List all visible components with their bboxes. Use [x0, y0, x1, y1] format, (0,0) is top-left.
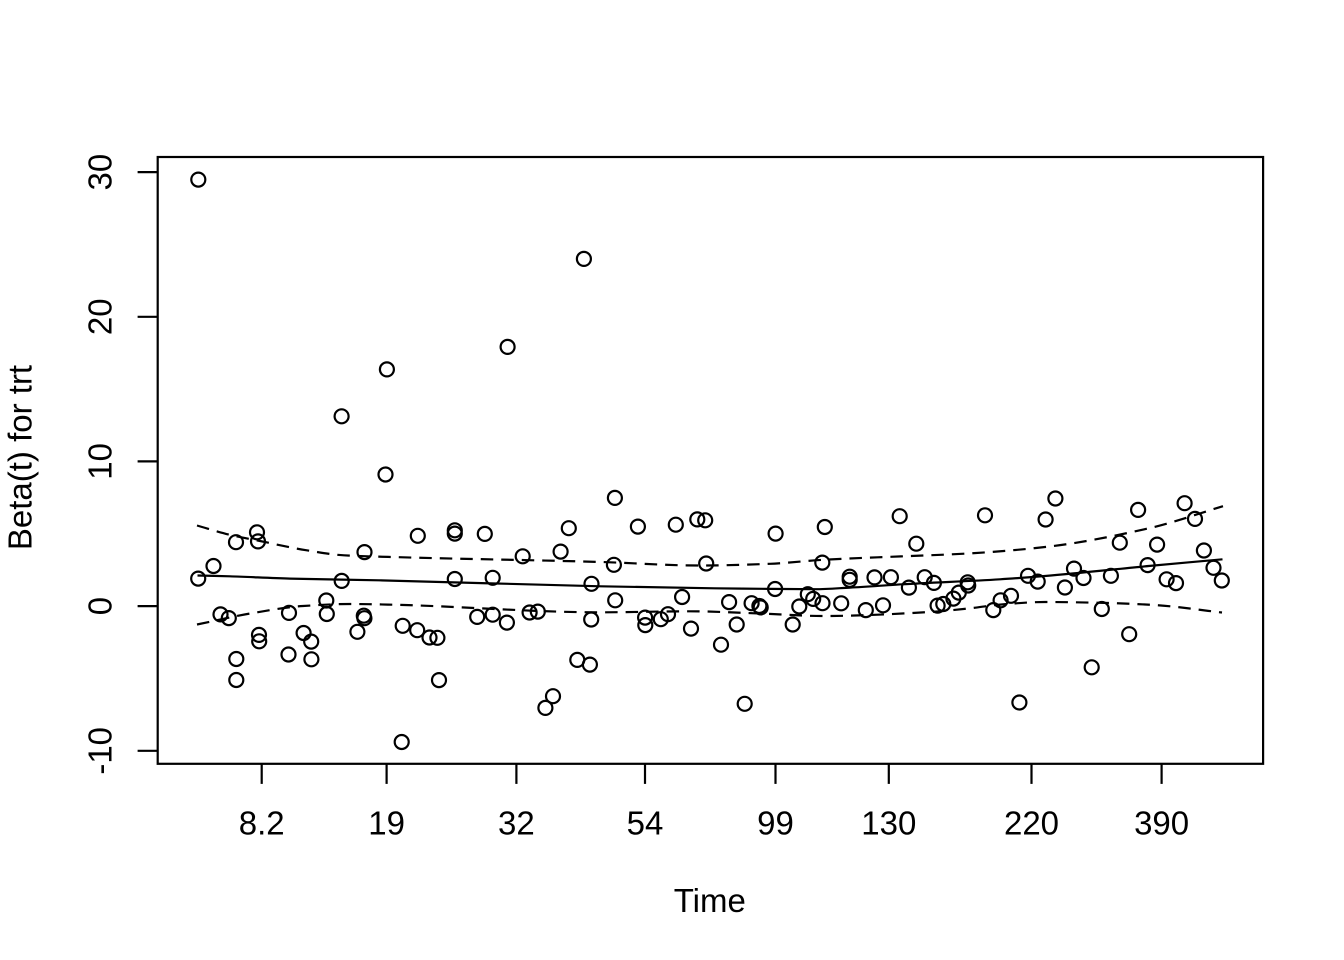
svg-text:-10: -10: [82, 727, 119, 775]
svg-text:32: 32: [498, 804, 535, 841]
svg-text:20: 20: [82, 298, 119, 335]
svg-text:10: 10: [82, 443, 119, 480]
svg-text:390: 390: [1134, 804, 1189, 841]
svg-text:220: 220: [1004, 804, 1059, 841]
svg-text:19: 19: [368, 804, 405, 841]
svg-text:99: 99: [757, 804, 794, 841]
svg-text:Beta(t) for trt: Beta(t) for trt: [2, 365, 39, 550]
svg-text:30: 30: [82, 154, 119, 191]
svg-text:130: 130: [861, 804, 916, 841]
svg-text:Time: Time: [674, 882, 746, 919]
svg-text:54: 54: [627, 804, 664, 841]
svg-text:8.2: 8.2: [239, 804, 285, 841]
svg-text:0: 0: [82, 597, 119, 615]
